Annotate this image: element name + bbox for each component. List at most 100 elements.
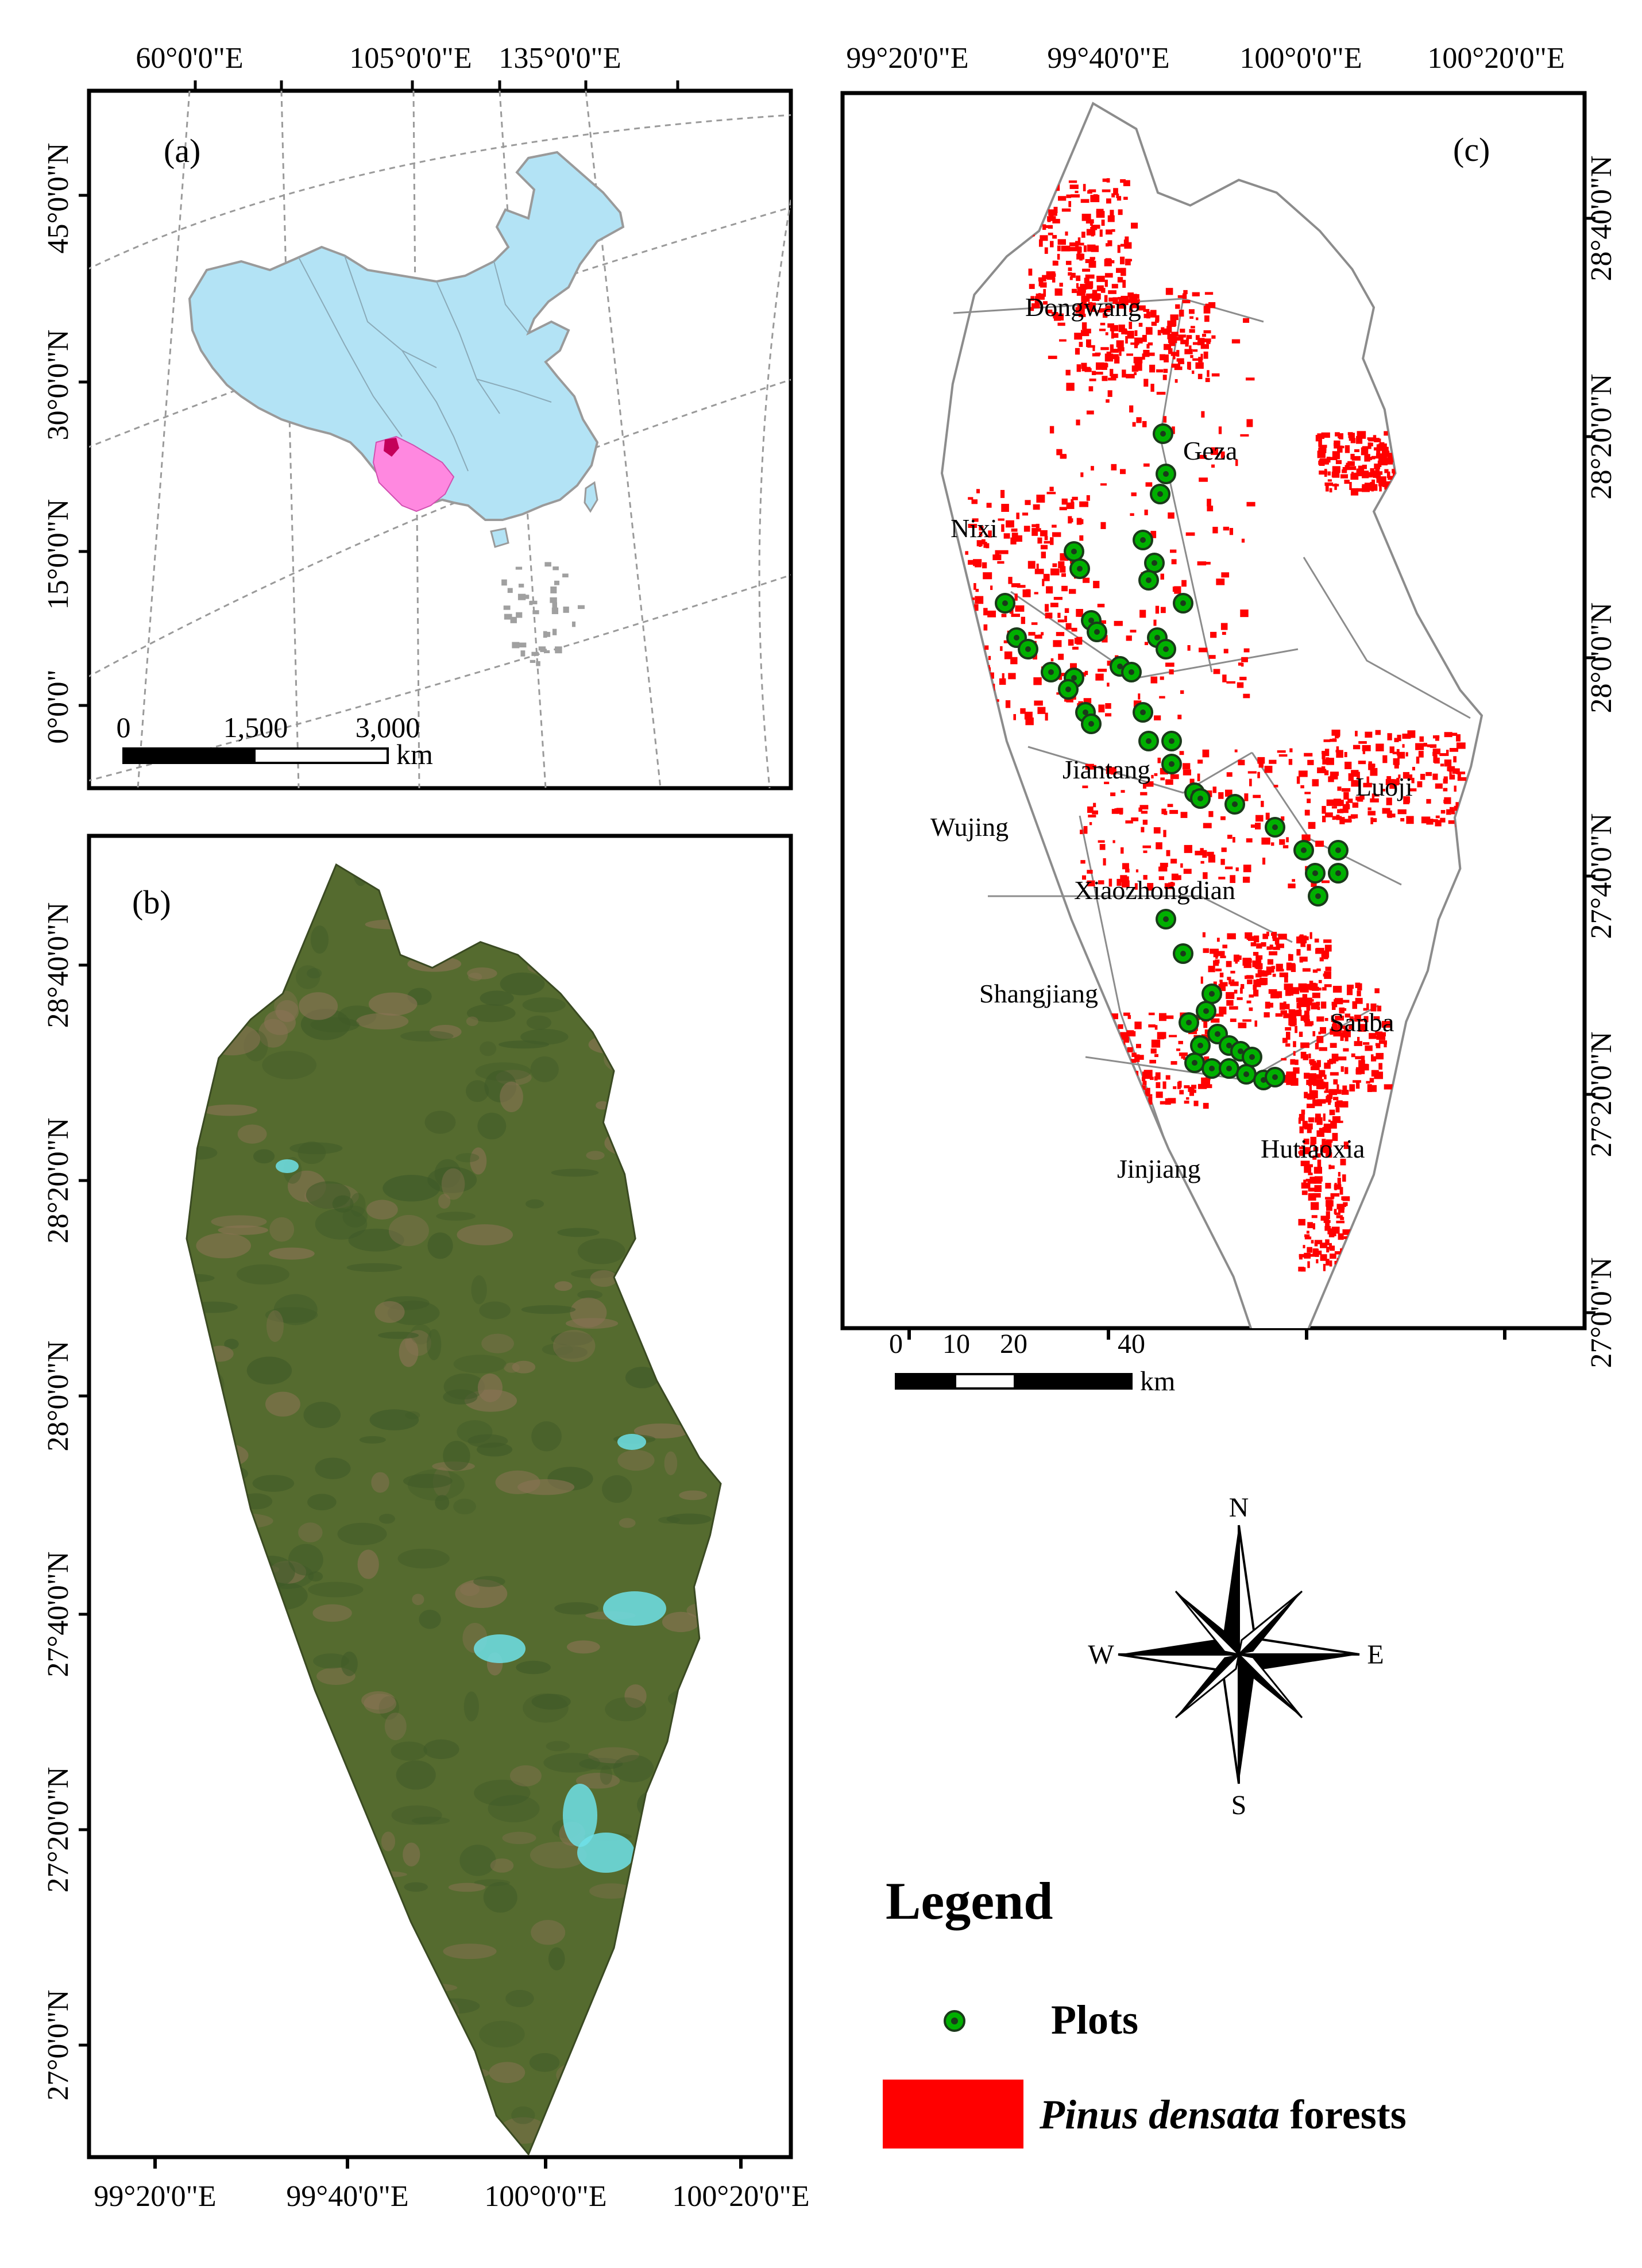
legend-forest-italic: Pinus densata [1039, 2092, 1280, 2138]
panel-b-left-tick-4: 27°40'0"N [42, 1552, 75, 1677]
panel-b-bottom-tick-2: 99°40'0"E [286, 2180, 408, 2213]
panel-a-scale-0: 0 [117, 711, 131, 743]
island-mark [551, 607, 559, 615]
panel-b-left-tick-2: 28°20'0"N [42, 1118, 75, 1244]
island-mark [544, 650, 550, 654]
township-label: Hutiaoxia [1261, 1134, 1365, 1163]
island-mark [517, 593, 526, 600]
township-label: Luoji [1355, 772, 1413, 801]
island-mark [504, 614, 512, 620]
snow-patch [563, 1784, 597, 1847]
island-mark [538, 646, 546, 651]
panel-b: (b) 99°20'0"E 99°40'0"E 100°0'0"E 100°20… [42, 834, 810, 2213]
township-label: Jiantang [1063, 755, 1150, 784]
panel-c-scale-bar: 0 10 20 40 km [889, 1329, 1175, 1397]
panel-c-scale-10: 10 [942, 1329, 970, 1359]
island-mark [544, 562, 551, 567]
island-mark [510, 616, 517, 623]
island-mark [529, 601, 533, 605]
panel-a-scale-bar: 0 1,500 3,000 km [117, 711, 434, 770]
snow-patch [617, 1434, 646, 1450]
panel-a-scale-unit: km [396, 738, 433, 770]
panel-b-left-tick-3: 28°0'0"N [42, 1341, 75, 1452]
island-mark [552, 628, 557, 635]
panel-c-top-tick-3: 100°0'0"E [1239, 42, 1362, 75]
island-mark [552, 602, 558, 608]
panel-a: (a) 60°0'0"E 105°0'0"E 135°0'0"E 45°0'0"… [42, 42, 793, 790]
island-mark [546, 631, 551, 637]
island-mark [520, 650, 526, 657]
panel-b-label: (b) [132, 884, 171, 921]
township-label: Jinjiang [1117, 1154, 1201, 1183]
panel-c-scale-20: 20 [1000, 1329, 1027, 1359]
island-mark [550, 597, 557, 603]
island-mark [530, 659, 536, 663]
panel-c: Dongwang Geza Nixi Jiantang Luoji Wujing Xiaoz… [840, 42, 1618, 1397]
panel-b-left-tick-1: 28°40'0"N [42, 902, 75, 1028]
compass-w: W [1088, 1640, 1114, 1670]
panel-b-ticks [79, 963, 743, 2169]
island-mark [507, 588, 513, 593]
snow-patch [577, 1833, 635, 1873]
panel-a-scale-1500: 1,500 [223, 711, 288, 743]
snow-patch [276, 1159, 299, 1173]
legend-plots-label: Plots [1051, 1997, 1138, 2043]
legend: Legend Plots Pinus densata forests [883, 1872, 1407, 2149]
island-mark [512, 642, 520, 649]
panel-b-left-tick-6: 27°0'0"N [42, 1990, 75, 2101]
snow-patch [603, 1591, 666, 1626]
island-mark [550, 586, 557, 593]
island-mark [554, 580, 560, 585]
panel-c-scale-0: 0 [889, 1329, 903, 1359]
island-mark [518, 642, 527, 647]
township-boundary [1027, 746, 1253, 794]
study-area-highlight [384, 438, 399, 457]
panel-a-left-tick-4: 0°0'0" [42, 669, 75, 743]
island-mark [555, 646, 562, 654]
township-boundary [988, 895, 1293, 943]
panel-b-bottom-tick-4: 100°20'0"E [672, 2180, 809, 2213]
legend-forest-symbol [883, 2080, 1023, 2149]
china-outline [188, 151, 625, 521]
panel-a-top-tick-3: 135°0'0"E [499, 42, 621, 75]
compass-n: N [1229, 1492, 1249, 1523]
south-china-sea-islands [501, 562, 585, 666]
plot-markers [995, 423, 1349, 1090]
island-mark [571, 621, 576, 627]
panel-c-label: (c) [1453, 131, 1490, 168]
panel-b-bottom-tick-3: 100°0'0"E [484, 2180, 606, 2213]
panel-a-left-tick-2: 30°0'0"N [42, 330, 75, 441]
panel-c-top-tick-4: 100°20'0"E [1427, 42, 1564, 75]
panel-a-left-tick-1: 45°0'0"N [42, 143, 75, 254]
legend-forest-suffix: forests [1280, 2092, 1407, 2138]
island-mark [563, 606, 569, 613]
island-mark [543, 631, 547, 638]
island-mark [531, 651, 539, 656]
island-mark [515, 566, 523, 570]
township-label: Dongwang [1025, 292, 1141, 322]
panel-c-scale-unit: km [1140, 1366, 1175, 1397]
taiwan-island [584, 481, 598, 513]
forest-map: Dongwang Geza Nixi Jiantang Luoji Wujing Xiaoz… [930, 102, 1483, 1328]
island-mark [532, 610, 539, 615]
panel-c-top-tick-2: 99°40'0"E [1047, 42, 1169, 75]
township-label: Geza [1183, 436, 1237, 465]
panel-c-scale-40: 40 [1118, 1329, 1145, 1359]
panel-a-label: (a) [164, 132, 200, 169]
yunnan-province [372, 435, 455, 512]
island-mark [524, 595, 530, 599]
panel-a-left-tick-3: 15°0'0"N [42, 499, 75, 610]
snow-patch [474, 1634, 526, 1663]
panel-b-bottom-tick-1: 99°20'0"E [94, 2180, 216, 2213]
panel-c-top-tick-1: 99°20'0"E [846, 42, 968, 75]
island-mark [518, 584, 524, 588]
legend-title: Legend [886, 1872, 1053, 1930]
township-label: Nixi [951, 514, 998, 543]
island-mark [503, 605, 511, 610]
hainan-island [490, 527, 509, 548]
township-label: Xiaozhongdian [1074, 875, 1235, 905]
county-boundary [940, 102, 1483, 1328]
island-mark [530, 600, 538, 604]
township-label: Wujing [930, 812, 1009, 842]
